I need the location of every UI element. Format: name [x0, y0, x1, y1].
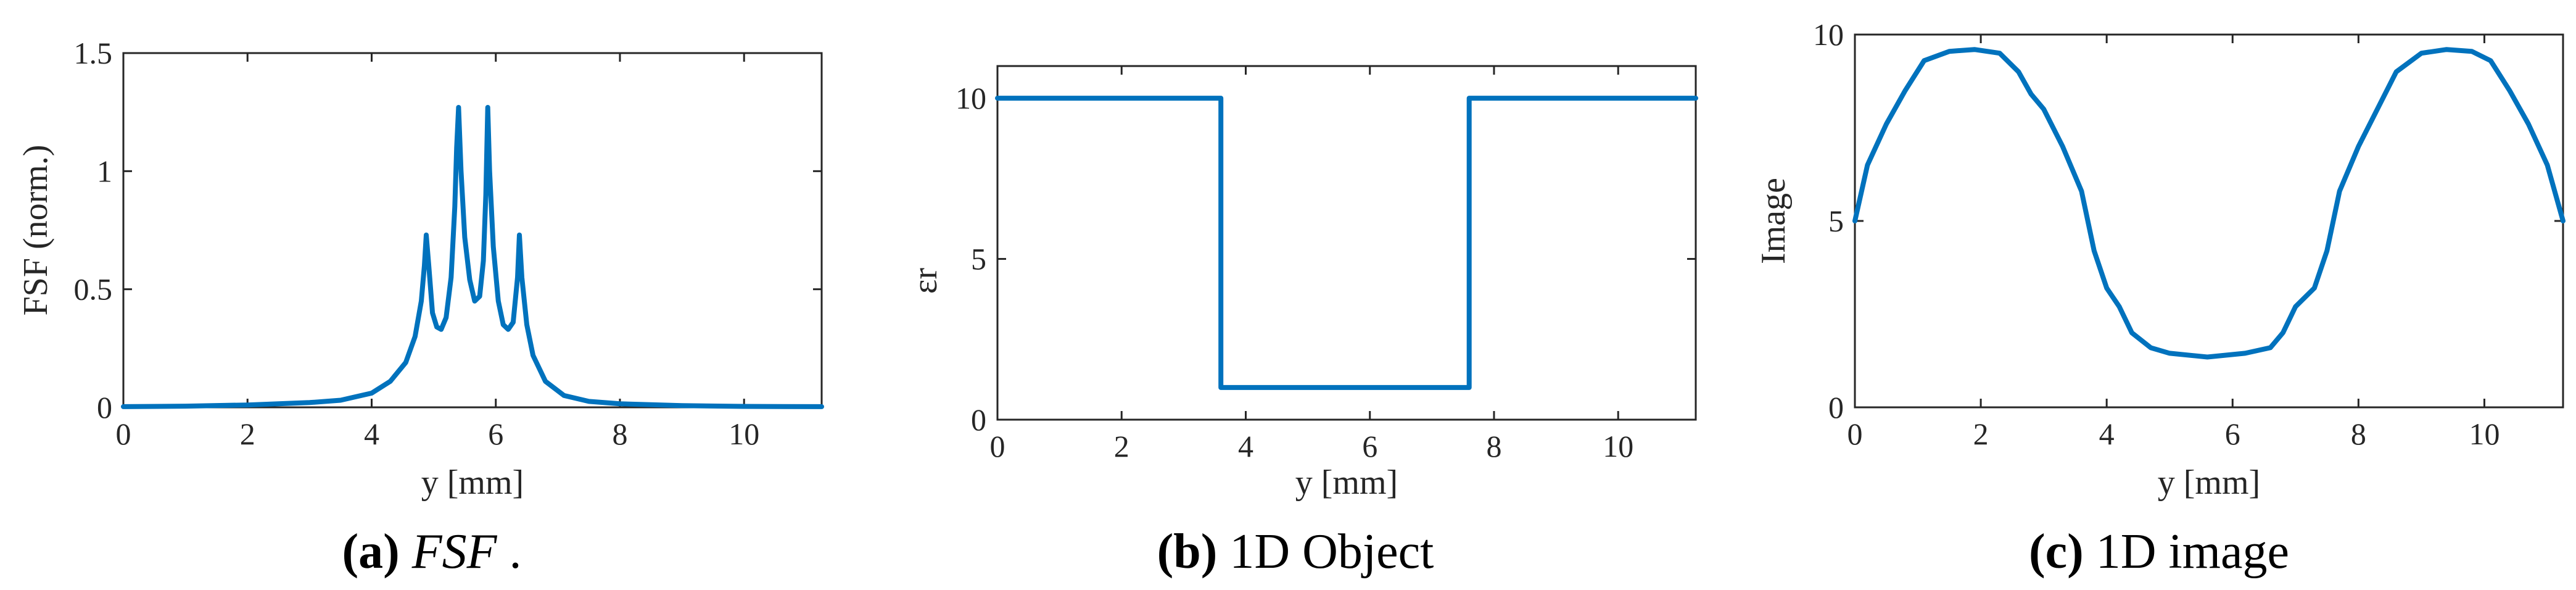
fsf-curve: [121, 105, 824, 409]
caption-suffix: .: [510, 525, 522, 579]
panel-fsf: 0 2 4 6 8 10 0 0.5 1 1.5 y [mm] FSF (norm.) (a) …: [17, 36, 824, 579]
y-tick-label: 10: [1813, 17, 1844, 52]
y-tick-label: 0: [97, 390, 112, 425]
plot-frame: [996, 65, 1697, 421]
x-axis-label: y [mm]: [2158, 463, 2260, 502]
y-tick-label: 0.5: [74, 272, 113, 307]
plot-frame: [1854, 33, 2564, 409]
y-tick-label: 0: [1828, 390, 1844, 425]
y-axis-label: εr: [906, 268, 944, 294]
x-tick-label: 0: [990, 429, 1005, 463]
x-axis: 0 2 4 6 8 10: [1847, 35, 2500, 451]
y-tick-label: 10: [956, 81, 986, 115]
y-tick-label: 1.5: [74, 36, 113, 70]
image-curve: [1852, 47, 2566, 360]
caption-letter: (a): [342, 525, 399, 579]
panel-image: 0 2 4 6 8 10 0 5 10 y [mm] Image (c) 1D image: [1754, 17, 2566, 579]
x-axis-label: y [mm]: [1295, 463, 1398, 502]
x-tick-label: 0: [116, 417, 131, 451]
caption: (b) 1D Object: [1157, 525, 1434, 579]
caption-letter: (c): [2029, 525, 2084, 579]
x-axis-label: y [mm]: [421, 463, 524, 502]
x-tick-label: 10: [2469, 417, 2500, 451]
panel-object: 0 2 4 6 8 10 0 5 10 y [mm] εr (b) 1D Object: [906, 65, 1698, 579]
x-tick-label: 8: [2351, 417, 2366, 451]
y-tick-label: 5: [1828, 204, 1844, 238]
x-tick-label: 6: [488, 417, 503, 451]
caption-text: FSF: [411, 525, 498, 579]
caption: (c) 1D image: [2029, 525, 2289, 579]
y-axis: 0 5 10: [1813, 17, 2563, 425]
y-tick-label: 0: [971, 402, 986, 437]
object-curve: [995, 96, 1698, 390]
x-tick-label: 4: [1238, 429, 1253, 463]
x-tick-label: 0: [1847, 417, 1863, 451]
x-tick-label: 8: [612, 417, 627, 451]
y-axis-label: FSF (norm.): [17, 145, 55, 316]
x-tick-label: 10: [1603, 429, 1633, 463]
y-tick-label: 1: [97, 154, 112, 188]
caption-text: 1D Object: [1229, 525, 1434, 579]
x-tick-label: 8: [1486, 429, 1501, 463]
plot-frame: [122, 52, 823, 409]
x-tick-label: 2: [1114, 429, 1129, 463]
x-tick-label: 10: [729, 417, 759, 451]
x-tick-label: 4: [364, 417, 379, 451]
caption-text: 1D image: [2096, 525, 2289, 579]
x-tick-label: 4: [2099, 417, 2115, 451]
x-tick-label: 2: [240, 417, 255, 451]
y-axis: 0 0.5 1 1.5: [74, 36, 822, 425]
caption: (a) FSF .: [342, 525, 521, 579]
x-tick-label: 6: [1362, 429, 1377, 463]
y-tick-label: 5: [971, 242, 986, 276]
x-axis: 0 2 4 6 8 10: [116, 53, 759, 451]
y-axis-label: Image: [1754, 178, 1793, 264]
y-axis: 0 5 10: [956, 81, 1696, 437]
x-tick-label: 6: [2225, 417, 2240, 451]
x-axis: 0 2 4 6 8 10: [990, 66, 1633, 463]
x-tick-label: 2: [1973, 417, 1989, 451]
caption-letter: (b): [1157, 525, 1218, 579]
